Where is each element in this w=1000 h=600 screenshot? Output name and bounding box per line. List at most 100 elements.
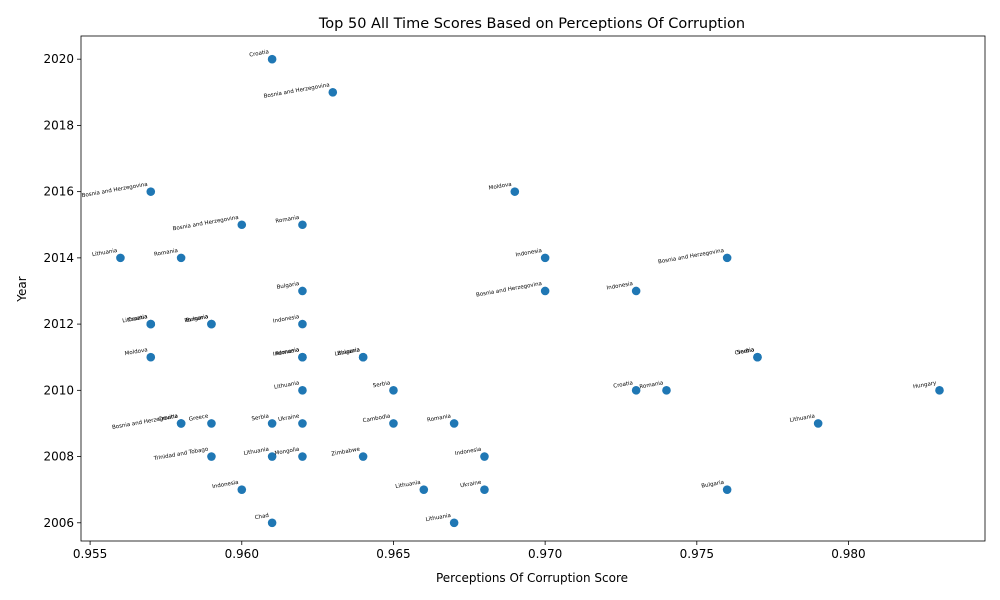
x-axis-title: Perceptions Of Corruption Score: [436, 571, 628, 585]
data-point-label: Romania: [639, 380, 664, 390]
data-point: [631, 386, 641, 395]
data-point: [298, 286, 307, 296]
data-point-label: Lithuania: [334, 347, 360, 357]
data-point: [389, 419, 398, 428]
data-point: [207, 452, 216, 461]
data-point: [540, 253, 550, 263]
data-point: [146, 352, 156, 362]
data-point: [237, 220, 247, 230]
plot-area-frame: [80, 35, 986, 542]
data-point-label: Hungary: [913, 380, 938, 390]
data-point-label: Romania: [275, 347, 300, 357]
data-point: [298, 452, 307, 461]
data-point: [753, 352, 762, 362]
data-point-label: Lithuania: [425, 513, 451, 523]
data-point: [207, 319, 216, 329]
data-point-label: Croatia: [613, 380, 634, 389]
data-point: [328, 87, 338, 97]
data-point: [480, 452, 489, 461]
chart-title: Top 50 All Time Scores Based on Percepti…: [318, 16, 745, 32]
points-layer: [116, 54, 944, 528]
x-tick-label: 0.965: [376, 547, 410, 561]
data-point: [935, 386, 944, 395]
x-tick-label: 0.970: [528, 547, 562, 561]
data-point-label: Croatia: [158, 414, 179, 423]
data-point: [176, 253, 186, 263]
data-point-label: Romania: [275, 215, 300, 225]
data-point: [298, 220, 307, 230]
y-tick-label: 2008: [43, 450, 74, 464]
data-point: [267, 54, 277, 64]
data-point-label: Serbia: [251, 414, 269, 423]
data-point-label: Indonesia: [273, 314, 300, 325]
data-point: [722, 485, 732, 494]
data-point-label: Serbia: [737, 347, 755, 356]
data-point: [267, 419, 277, 428]
data-point: [298, 386, 307, 395]
data-point-label: Romania: [154, 248, 179, 258]
data-point-label: Lithuania: [92, 248, 118, 258]
data-point-label: Lithuania: [274, 380, 300, 390]
data-point: [116, 253, 125, 263]
data-point-label: Bulgaria: [701, 480, 725, 490]
data-point: [267, 518, 277, 528]
data-point-label: Lithuania: [122, 314, 148, 324]
y-tick-label: 2018: [43, 118, 74, 132]
data-point: [662, 386, 671, 395]
data-point: [722, 253, 732, 263]
data-point-label: Greece: [188, 413, 209, 422]
data-point-label: Ukraine: [460, 480, 483, 490]
y-tick-label: 2006: [43, 516, 74, 530]
y-tick-label: 2010: [43, 383, 74, 397]
data-point-label: Bulgaria: [185, 314, 209, 324]
data-point-label: Bulgaria: [276, 281, 300, 291]
data-point-label: Indonesia: [212, 480, 239, 491]
data-point: [631, 286, 641, 296]
data-point-label: Serbia: [372, 380, 390, 389]
data-point-label: Bulgaria: [337, 347, 361, 357]
data-point: [146, 319, 156, 329]
data-point: [237, 485, 247, 494]
data-point: [540, 286, 550, 296]
data-point-label: Lithuania: [395, 480, 421, 490]
y-axis: 2006 2008 2010 2012 2014 2016 2018 2020: [43, 52, 81, 530]
data-point: [146, 187, 156, 196]
data-point-label: Moldova: [124, 347, 148, 357]
data-point: [449, 518, 459, 528]
data-point: [358, 452, 368, 461]
x-tick-label: 0.980: [831, 547, 865, 561]
data-point-label: Lithuania: [243, 447, 269, 457]
data-point-label: Mongolia: [274, 447, 300, 457]
data-point: [207, 419, 216, 428]
x-tick-label: 0.960: [225, 547, 259, 561]
data-point: [419, 485, 429, 494]
y-tick-label: 2014: [43, 251, 74, 265]
y-tick-label: 2016: [43, 185, 74, 199]
data-point: [389, 386, 398, 395]
data-point-label: Romania: [427, 414, 452, 424]
data-point: [298, 319, 307, 329]
data-point: [480, 485, 489, 494]
data-point: [267, 452, 277, 461]
data-point-label: Romania: [184, 314, 209, 324]
x-tick-label: 0.955: [73, 547, 107, 561]
data-point-label: Lithuania: [789, 414, 815, 424]
data-point: [298, 352, 307, 362]
data-point: [358, 352, 368, 362]
y-tick-label: 2012: [43, 317, 74, 331]
x-axis: 0.955 0.960 0.965 0.970 0.975 0.980: [73, 541, 866, 561]
data-point: [510, 187, 520, 196]
data-point: [176, 419, 186, 428]
data-point-label: Indonesia: [273, 347, 300, 358]
data-point-label: Moldova: [488, 182, 512, 192]
data-point-label: Cambodia: [362, 414, 390, 425]
data-point-label: Indonesia: [455, 447, 482, 458]
data-point: [813, 419, 823, 428]
data-point-label: Indonesia: [606, 281, 633, 292]
data-point: [449, 419, 459, 428]
data-point-label: Croatia: [249, 49, 270, 58]
y-axis-title: Year: [15, 276, 29, 302]
x-tick-label: 0.975: [680, 547, 714, 561]
